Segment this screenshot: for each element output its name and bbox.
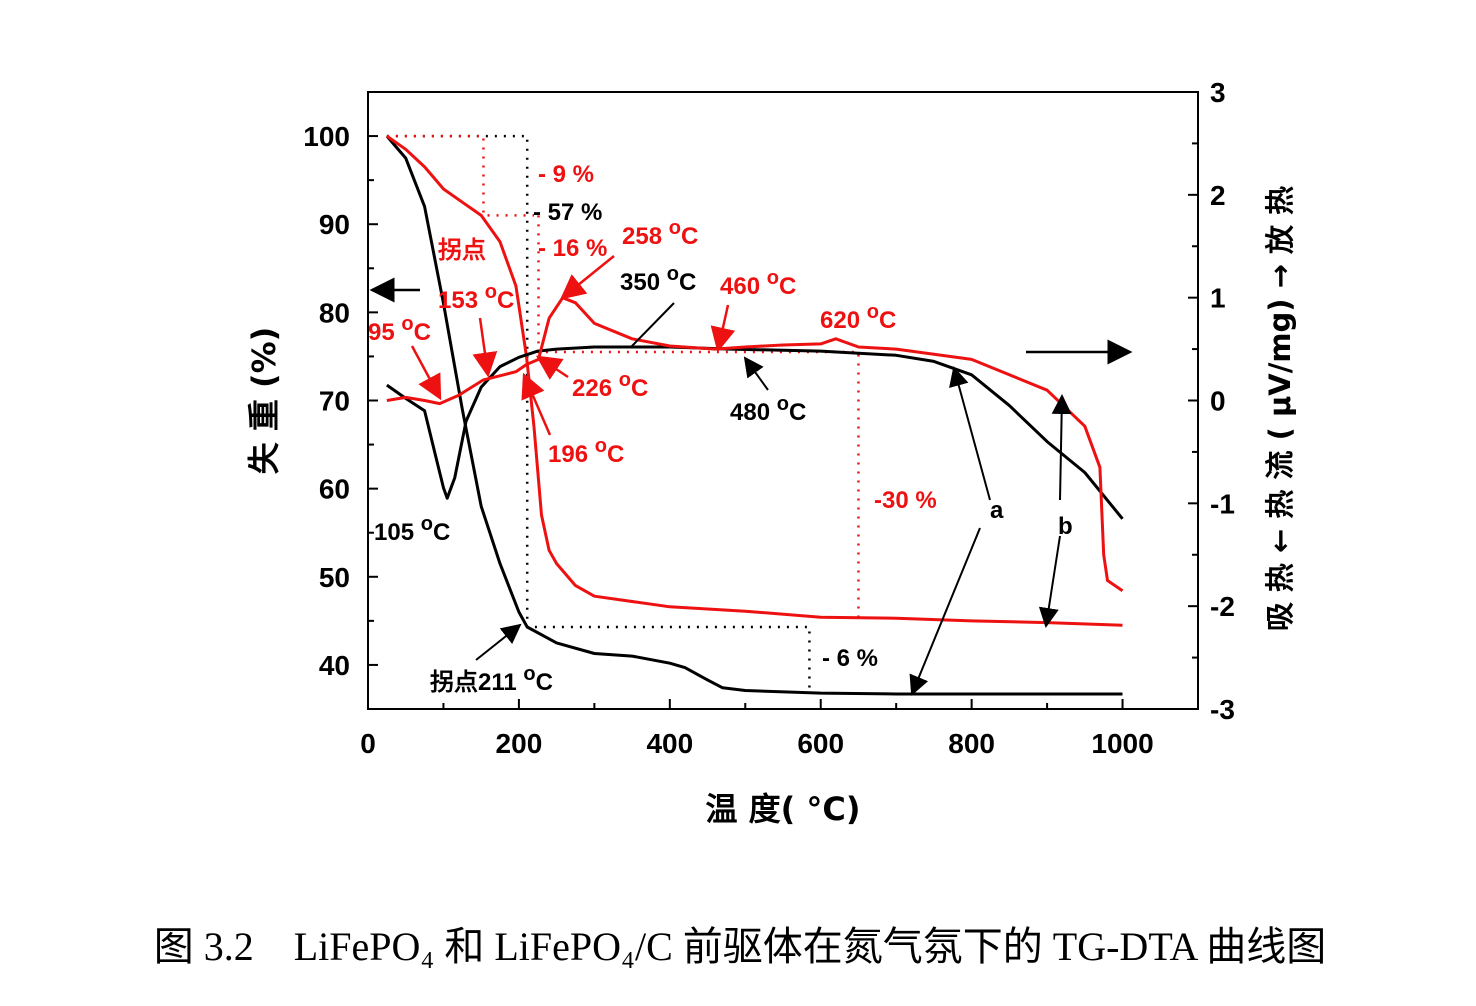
annotation-black: 480 oC: [730, 393, 806, 426]
y-left-tick-label: 100: [303, 121, 350, 152]
annotation-black: 350 oC: [620, 263, 696, 296]
annotation-red: -30 %: [874, 487, 937, 514]
x-tick-label: 400: [646, 728, 693, 759]
series-line-tg-red: [386, 134, 1123, 627]
y-right-tick-label: -3: [1210, 694, 1235, 725]
annotation-red: 226 oC: [572, 369, 648, 402]
x-tick-label: 600: [797, 728, 844, 759]
series-line-tg-black: [385, 135, 1123, 696]
annotation-black: a: [990, 497, 1004, 524]
y-left-tick-label: 40: [319, 650, 350, 681]
y-left-tick-label: 50: [319, 562, 350, 593]
arrow-196: [521, 372, 552, 436]
arrow-a-tg: [909, 527, 981, 696]
annotation-red: 258 oC: [622, 217, 698, 250]
leader-350: [631, 302, 675, 347]
y-left-tick-label: 80: [319, 297, 350, 328]
arrow-a-dta: [949, 366, 991, 501]
annotation-red: - 9 %: [538, 161, 594, 188]
arrow-460: [710, 304, 736, 353]
figure-caption: 图 3.2 LiFePO₄ 和 LiFePO₄/C 前驱体在氮气氛下的 TG-D…: [154, 924, 1326, 969]
annotation-black: 拐点211 oC: [430, 663, 553, 696]
x-tick-label: 800: [948, 728, 995, 759]
arrow-211: [475, 623, 522, 661]
annotation-red: 153 oC: [438, 281, 514, 314]
y-right-tick-label: -2: [1210, 591, 1235, 622]
series-line-dta-red: [386, 296, 1124, 592]
y-left-tick-label: 70: [319, 386, 350, 417]
y-right-axis-label: 吸 热 ← 热 流 ( μV/mg) → 放 热: [1263, 186, 1297, 631]
y-left-tick-label: 60: [319, 474, 350, 505]
x-tick-label: 1000: [1091, 728, 1153, 759]
x-axis-label: 温 度( °C): [705, 790, 860, 828]
arrow-153: [472, 317, 498, 378]
annotation-black: - 57 %: [533, 199, 602, 226]
y-right-tick-label: 1: [1210, 283, 1226, 314]
y-right-tick-label: -1: [1210, 488, 1235, 519]
x-tick-label: 200: [496, 728, 543, 759]
y-right-tick-label: 3: [1210, 77, 1226, 108]
arrow-226: [535, 355, 569, 380]
series-line-dta-black: [386, 345, 1124, 520]
x-tick-label: 0: [360, 728, 376, 759]
guide-red-16-30: [537, 215, 860, 618]
annotation-red: - 16 %: [538, 235, 607, 262]
arrow-b-dta: [1051, 394, 1072, 501]
annotation-black: - 6 %: [822, 645, 878, 672]
arrow-480: [743, 356, 769, 391]
annotation-black: 105 oC: [374, 513, 450, 546]
arrow-95: [410, 345, 442, 401]
annotation-red: 拐点: [438, 236, 486, 264]
annotation-red: 95 oC: [368, 313, 431, 346]
y-right-tick-label: 0: [1210, 386, 1226, 417]
guide-red-9: [386, 134, 534, 217]
annotation-red: 196 oC: [548, 435, 624, 468]
y-right-tick-label: 2: [1210, 180, 1226, 211]
arrow-b-tg: [1038, 535, 1061, 628]
y-left-axis-label: 失 重 (%): [245, 327, 283, 475]
y-left-tick-label: 90: [319, 209, 350, 240]
annotation-red: 620 oC: [820, 301, 896, 334]
annotation-red: 460 oC: [720, 267, 796, 300]
arrow-258: [560, 255, 615, 300]
annotation-black: b: [1058, 513, 1073, 540]
